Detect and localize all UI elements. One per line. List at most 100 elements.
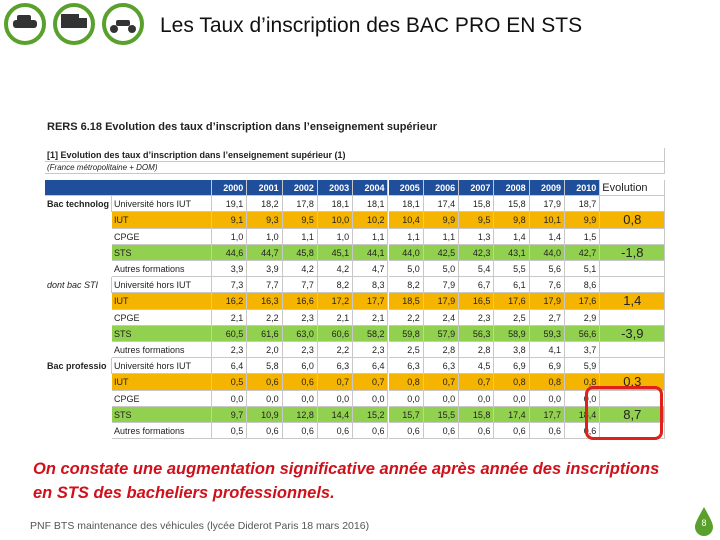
row-label: Autres formations bbox=[112, 423, 212, 440]
value-cell: 15,5 bbox=[423, 406, 460, 423]
value-cell: 5,5 bbox=[494, 261, 530, 278]
value-cell: 0,0 bbox=[247, 390, 283, 407]
row-label: Autres formations bbox=[112, 261, 212, 278]
value-cell: 18,5 bbox=[388, 293, 424, 310]
value-cell: 0,8 bbox=[494, 374, 530, 391]
value-cell: 0,8 bbox=[529, 374, 565, 391]
value-cell: 1,4 bbox=[494, 228, 530, 245]
column-header: 2006 bbox=[423, 180, 460, 197]
value-cell: 10,1 bbox=[529, 212, 565, 229]
value-cell: 59,8 bbox=[388, 325, 424, 342]
value-cell: 10,9 bbox=[247, 406, 283, 423]
value-cell: 6,3 bbox=[317, 358, 354, 375]
value-cell: 9,9 bbox=[565, 212, 601, 229]
value-cell: 0,8 bbox=[388, 374, 424, 391]
value-cell: 2,3 bbox=[282, 342, 318, 359]
value-cell: 59,3 bbox=[529, 325, 565, 342]
value-cell: 14,4 bbox=[317, 406, 354, 423]
value-cell: 5,4 bbox=[459, 261, 495, 278]
value-cell: 2,0 bbox=[247, 342, 283, 359]
value-cell: 17,4 bbox=[494, 406, 530, 423]
value-cell: 1,5 bbox=[565, 228, 601, 245]
row-label: STS bbox=[112, 244, 212, 261]
column-header: 2009 bbox=[529, 180, 565, 197]
value-cell: 5,9 bbox=[565, 358, 601, 375]
value-cell: 0,7 bbox=[353, 374, 389, 391]
evolution-cell bbox=[600, 390, 666, 407]
vehicle-icons bbox=[4, 3, 144, 45]
value-cell: 63,0 bbox=[282, 325, 318, 342]
value-cell: 9,3 bbox=[247, 212, 283, 229]
evolution-cell bbox=[600, 196, 666, 213]
value-cell: 1,0 bbox=[212, 228, 248, 245]
row-label: CPGE bbox=[112, 228, 212, 245]
row-label: CPGE bbox=[112, 309, 212, 326]
value-cell: 8,6 bbox=[565, 277, 601, 294]
value-cell: 16,3 bbox=[247, 293, 283, 310]
value-cell: 18,1 bbox=[388, 196, 424, 213]
value-cell: 7,6 bbox=[529, 277, 565, 294]
value-cell: 16,6 bbox=[282, 293, 318, 310]
value-cell: 6,3 bbox=[388, 358, 424, 375]
value-cell: 44,0 bbox=[529, 244, 565, 261]
table-title: RERS 6.18 Evolution des taux d’inscripti… bbox=[47, 121, 437, 133]
value-cell: 15,8 bbox=[494, 196, 530, 213]
value-cell: 4,2 bbox=[282, 261, 318, 278]
column-header: 2000 bbox=[212, 180, 248, 197]
value-cell: 5,0 bbox=[423, 261, 460, 278]
value-cell: 6,9 bbox=[529, 358, 565, 375]
value-cell: 3,7 bbox=[565, 342, 601, 359]
value-cell: 10,2 bbox=[353, 212, 389, 229]
page-drop bbox=[695, 507, 713, 536]
row-label: STS bbox=[112, 406, 212, 423]
value-cell: 5,8 bbox=[247, 358, 283, 375]
value-cell: 2,8 bbox=[459, 342, 495, 359]
caption: On constate une augmentation significati… bbox=[33, 457, 659, 505]
value-cell: 0,6 bbox=[317, 423, 354, 440]
column-header: 2010 bbox=[565, 180, 601, 197]
value-cell: 4,7 bbox=[353, 261, 389, 278]
value-cell: 9,8 bbox=[494, 212, 530, 229]
value-cell: 2,1 bbox=[317, 309, 354, 326]
value-cell: 2,7 bbox=[529, 309, 565, 326]
value-cell: 16,2 bbox=[212, 293, 248, 310]
value-cell: 0,6 bbox=[494, 423, 530, 440]
value-cell: 2,2 bbox=[388, 309, 424, 326]
row-label: Université hors IUT bbox=[112, 277, 212, 294]
value-cell: 0,0 bbox=[353, 390, 389, 407]
value-cell: 18,1 bbox=[317, 196, 354, 213]
value-cell: 58,9 bbox=[494, 325, 530, 342]
value-cell: 17,7 bbox=[529, 406, 565, 423]
caption-line: On constate une augmentation significati… bbox=[33, 460, 660, 478]
column-header: 2001 bbox=[247, 180, 283, 197]
column-header: Evolution bbox=[600, 180, 666, 197]
row-label: Université hors IUT bbox=[112, 196, 212, 213]
value-cell: 9,5 bbox=[282, 212, 318, 229]
value-cell: 2,2 bbox=[247, 309, 283, 326]
value-cell: 15,8 bbox=[459, 196, 495, 213]
value-cell: 1,1 bbox=[282, 228, 318, 245]
value-cell: 17,2 bbox=[317, 293, 354, 310]
value-cell: 57,9 bbox=[423, 325, 460, 342]
page-number: 8 bbox=[701, 518, 707, 528]
column-header: 2008 bbox=[494, 180, 530, 197]
value-cell: 2,1 bbox=[212, 309, 248, 326]
value-cell: 60,5 bbox=[212, 325, 248, 342]
evolution-cell: -3,9 bbox=[600, 325, 666, 342]
evolution-cell bbox=[600, 277, 666, 294]
value-cell: 18,2 bbox=[247, 196, 283, 213]
evolution-cell bbox=[600, 228, 666, 245]
header-cell bbox=[45, 180, 212, 197]
highlight-box bbox=[585, 386, 663, 440]
value-cell: 2,2 bbox=[317, 342, 354, 359]
evolution-cell: 0,8 bbox=[600, 212, 666, 229]
value-cell: 17,7 bbox=[353, 293, 389, 310]
value-cell: 44,1 bbox=[353, 244, 389, 261]
value-cell: 4,2 bbox=[317, 261, 354, 278]
value-cell: 1,1 bbox=[423, 228, 460, 245]
value-cell: 2,3 bbox=[212, 342, 248, 359]
value-cell: 0,7 bbox=[459, 374, 495, 391]
value-cell: 7,7 bbox=[247, 277, 283, 294]
value-cell: 0,6 bbox=[353, 423, 389, 440]
